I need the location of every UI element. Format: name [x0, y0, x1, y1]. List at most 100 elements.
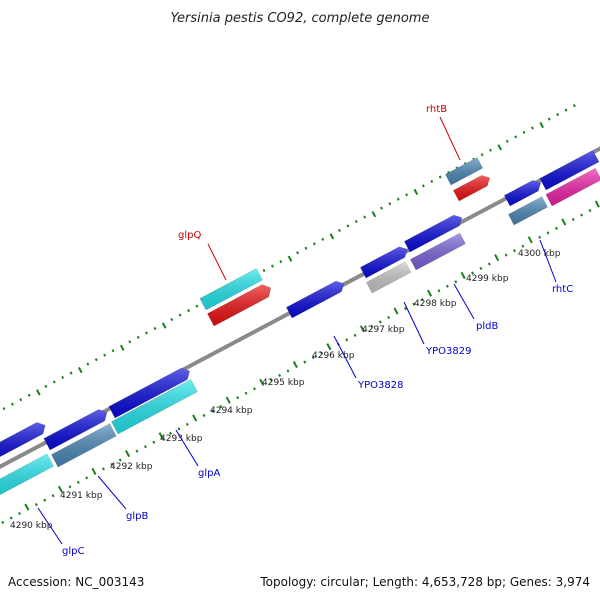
inner-tick: [252, 387, 256, 391]
outer-tick: [312, 242, 316, 246]
outer-tick: [52, 380, 56, 384]
inner-tick: [403, 307, 407, 311]
inner-tick: [479, 266, 483, 271]
gene-label-rhtB: rhtB: [426, 104, 447, 115]
gene-feature-shade: [545, 168, 600, 206]
feature-track: [0, 150, 600, 495]
gene-leader-line: [37, 507, 63, 545]
inner-tick: [326, 343, 332, 351]
inner-tick: [571, 217, 575, 222]
outer-tick: [522, 130, 526, 134]
outer-tick: [86, 362, 90, 366]
inner-tick: [85, 476, 89, 480]
inner-tick: [471, 271, 475, 275]
kbp-label: 4300 kbp: [518, 249, 561, 259]
kbp-label: 4296 kbp: [312, 351, 355, 361]
gene-feature-shade: [207, 284, 271, 326]
kbp-label: 4299 kbp: [466, 274, 509, 284]
outer-tick: [10, 402, 14, 406]
outer-tick: [153, 326, 157, 331]
inner-tick: [521, 244, 525, 248]
outer-tick: [379, 206, 383, 210]
outer-tick: [27, 393, 31, 397]
inner-tick: [169, 431, 173, 435]
gene-feature-shade: [404, 215, 462, 252]
gene-feature-shade: [108, 368, 190, 418]
inner-tick: [91, 467, 97, 476]
outer-tick: [2, 407, 6, 411]
inner-tick: [353, 333, 357, 337]
inner-tick: [378, 320, 382, 324]
outer-tick: [505, 139, 509, 143]
inner-tick-ring: [1, 200, 600, 525]
inner-tick: [135, 449, 139, 453]
inner-tick: [152, 440, 156, 444]
gene-feature-shade: [43, 409, 107, 450]
inner-tick: [504, 253, 508, 257]
outer-tick: [161, 322, 167, 329]
accession-label: Accession: NC_003143: [8, 575, 144, 589]
kbp-label: 4290 kbp: [10, 521, 53, 531]
outer-tick: [119, 344, 125, 351]
genome-summary: Topology: circular; Length: 4,653,728 bp…: [259, 575, 590, 589]
gene-label-glpC: glpC: [62, 546, 84, 557]
outer-tick: [556, 113, 560, 117]
outer-tick: [187, 309, 190, 313]
gene-leader-line: [439, 116, 461, 161]
inner-tick: [445, 284, 449, 288]
outer-tick: [262, 268, 266, 273]
outer-tick: [270, 264, 274, 268]
outer-tick: [69, 371, 73, 375]
outer-tick: [430, 179, 434, 183]
gene-feature-shade: [366, 261, 411, 293]
inner-tick: [269, 378, 273, 382]
outer-tick: [329, 233, 335, 240]
inner-tick: [278, 373, 282, 377]
outer-tick: [388, 202, 392, 206]
outer-tick: [346, 224, 350, 228]
inner-tick: [513, 249, 516, 253]
inner-tick: [9, 516, 13, 520]
outer-tick: [530, 126, 534, 130]
inner-tick: [185, 422, 189, 426]
kbp-label: 4291 kbp: [60, 491, 103, 501]
outer-tick: [103, 353, 107, 357]
gene-leader-line: [453, 283, 475, 320]
inner-tick: [538, 235, 542, 239]
gene-label-pldB: pldB: [476, 321, 498, 332]
outer-tick: [438, 175, 442, 179]
inner-tick: [110, 462, 114, 467]
gene-leader-line: [207, 243, 227, 281]
outer-tick: [19, 398, 23, 402]
outer-tick: [539, 121, 544, 129]
kbp-label: 4295 kbp: [262, 378, 305, 388]
inner-tick: [554, 226, 558, 230]
gene-leader-line: [333, 335, 357, 379]
gene-leader-line: [539, 239, 557, 283]
inner-tick: [286, 369, 290, 373]
gene-labels: glpQ rhtB glpC glpB glpA YPO3828 YPO3829 pldB rh…: [37, 104, 573, 557]
outer-tick: [128, 340, 132, 344]
outer-tick: [94, 358, 98, 362]
inner-tick: [57, 485, 63, 493]
inner-tick: [594, 200, 600, 208]
outer-tick: [421, 184, 425, 188]
gene-leader-line: [97, 475, 127, 510]
outer-tick: [413, 188, 419, 195]
outer-tick: [36, 389, 41, 396]
inner-tick: [158, 432, 164, 440]
kbp-label: 4298 kbp: [414, 299, 457, 309]
outer-tick: [279, 260, 283, 264]
outer-tick: [170, 317, 174, 322]
inner-tick: [580, 213, 584, 217]
outer-tick: [287, 255, 293, 262]
inner-tick: [125, 450, 131, 458]
inner-tick: [236, 396, 240, 400]
inner-tick: [303, 360, 307, 364]
inner-tick: [24, 503, 30, 511]
gene-feature-shade: [539, 150, 599, 190]
gene-feature-shade: [286, 281, 344, 318]
inner-tick: [345, 338, 349, 342]
inner-tick: [76, 480, 80, 484]
inner-tick: [101, 467, 105, 471]
